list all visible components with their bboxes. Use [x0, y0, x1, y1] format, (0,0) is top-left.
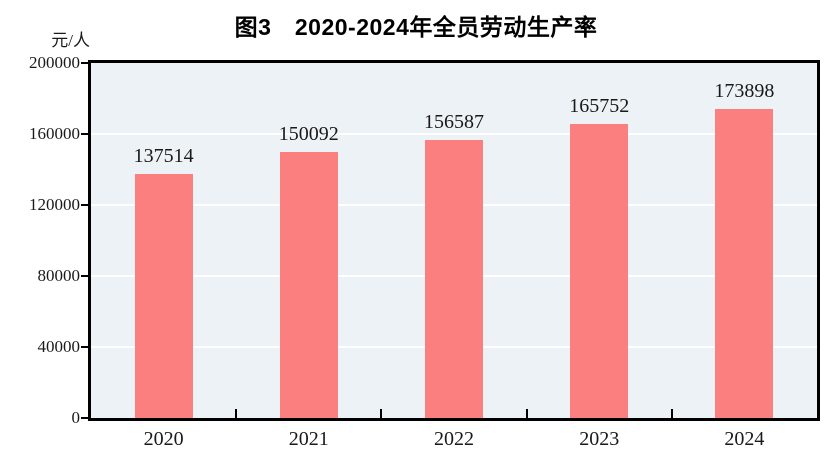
y-tick-label: 120000: [29, 195, 80, 214]
bar-2020: [134, 173, 193, 418]
plot-area: 137514 150092 156587 165752 173898: [88, 60, 820, 421]
y-tick-mark: [81, 417, 88, 419]
y-tick-mark: [81, 133, 88, 135]
bar-slot-2024: 173898: [672, 63, 817, 418]
bar-value-label: 165752: [569, 94, 630, 117]
y-tick-mark: [81, 204, 88, 206]
bars-layer: 137514 150092 156587 165752 173898: [91, 63, 817, 418]
bar-slot-2023: 165752: [527, 63, 672, 418]
y-tick-mark: [81, 346, 88, 348]
bar-slot-2022: 156587: [381, 63, 526, 418]
x-tick-label-2021: 2021: [288, 428, 329, 450]
bar-value-label: 156587: [423, 111, 484, 134]
y-tick-label: 40000: [37, 337, 81, 356]
x-tick-label-2023: 2023: [579, 428, 620, 450]
y-tick-mark: [81, 62, 88, 64]
y-tick-label: 80000: [37, 266, 81, 285]
x-tick-label-2022: 2022: [434, 428, 474, 450]
bar-2024: [715, 109, 774, 418]
gridline: [91, 133, 817, 135]
y-tick-label: 160000: [29, 124, 80, 143]
x-tick-mark: [235, 409, 238, 418]
bar-value-label: 173898: [714, 80, 775, 103]
bar-slot-2021: 150092: [236, 63, 381, 418]
bar-slot-2020: 137514: [91, 63, 236, 418]
x-tick-mark: [380, 409, 383, 418]
chart-title: 图3 2020-2024年全员劳动生产率: [234, 14, 598, 40]
bar-value-label: 137514: [133, 144, 194, 167]
x-tick-label-2020: 2020: [143, 428, 184, 450]
x-tick-label-2024: 2024: [724, 428, 765, 450]
bar-2021: [279, 151, 338, 418]
y-tick-label: 0: [71, 408, 81, 427]
bar-2023: [570, 123, 629, 418]
y-tick-label: 200000: [29, 53, 80, 72]
y-axis-unit-label: 元/人: [51, 31, 90, 50]
x-tick-mark: [670, 409, 673, 418]
y-tick-mark: [81, 275, 88, 277]
bar-2022: [424, 140, 483, 418]
bar-value-label: 150092: [278, 122, 339, 145]
x-tick-mark: [525, 409, 528, 418]
